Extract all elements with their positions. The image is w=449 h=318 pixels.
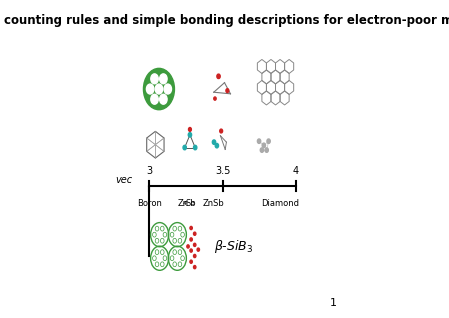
Circle shape <box>164 84 172 94</box>
Circle shape <box>212 140 216 144</box>
Circle shape <box>189 128 191 131</box>
Circle shape <box>262 143 265 148</box>
Circle shape <box>220 129 223 133</box>
Text: Zn: Zn <box>178 199 189 208</box>
Circle shape <box>194 254 196 258</box>
Circle shape <box>188 133 192 137</box>
Circle shape <box>217 74 220 79</box>
Circle shape <box>194 232 196 235</box>
Text: vec: vec <box>115 175 133 185</box>
Text: Boron: Boron <box>137 199 162 208</box>
Circle shape <box>194 266 196 269</box>
Circle shape <box>144 68 175 110</box>
Text: Sb: Sb <box>185 199 196 208</box>
Text: $\beta$-SiB$_3$: $\beta$-SiB$_3$ <box>214 238 253 255</box>
Circle shape <box>190 249 192 252</box>
Circle shape <box>151 94 158 104</box>
Text: 3: 3 <box>190 201 194 206</box>
Circle shape <box>190 238 192 241</box>
Circle shape <box>194 243 196 246</box>
Circle shape <box>265 148 269 152</box>
Circle shape <box>183 145 186 150</box>
Circle shape <box>146 84 154 94</box>
Text: 1: 1 <box>330 299 336 308</box>
Circle shape <box>187 245 189 248</box>
Circle shape <box>155 84 163 94</box>
Circle shape <box>267 139 270 143</box>
Circle shape <box>190 260 192 263</box>
Circle shape <box>151 74 158 84</box>
Circle shape <box>160 74 167 84</box>
Circle shape <box>226 89 229 93</box>
Text: Diamond: Diamond <box>261 199 299 208</box>
Text: 3: 3 <box>146 167 153 176</box>
Circle shape <box>190 226 192 230</box>
Circle shape <box>214 97 216 100</box>
Circle shape <box>215 143 219 148</box>
Text: 3.5: 3.5 <box>216 167 231 176</box>
Text: 4: 4 <box>182 201 186 206</box>
Circle shape <box>257 139 261 143</box>
Text: 4: 4 <box>293 167 299 176</box>
Text: ZnSb: ZnSb <box>203 199 224 208</box>
Text: Electron counting rules and simple bonding descriptions for electron-poor materi: Electron counting rules and simple bondi… <box>0 14 449 27</box>
Circle shape <box>194 145 197 150</box>
Circle shape <box>160 94 167 104</box>
Circle shape <box>197 248 199 251</box>
Circle shape <box>260 148 264 152</box>
